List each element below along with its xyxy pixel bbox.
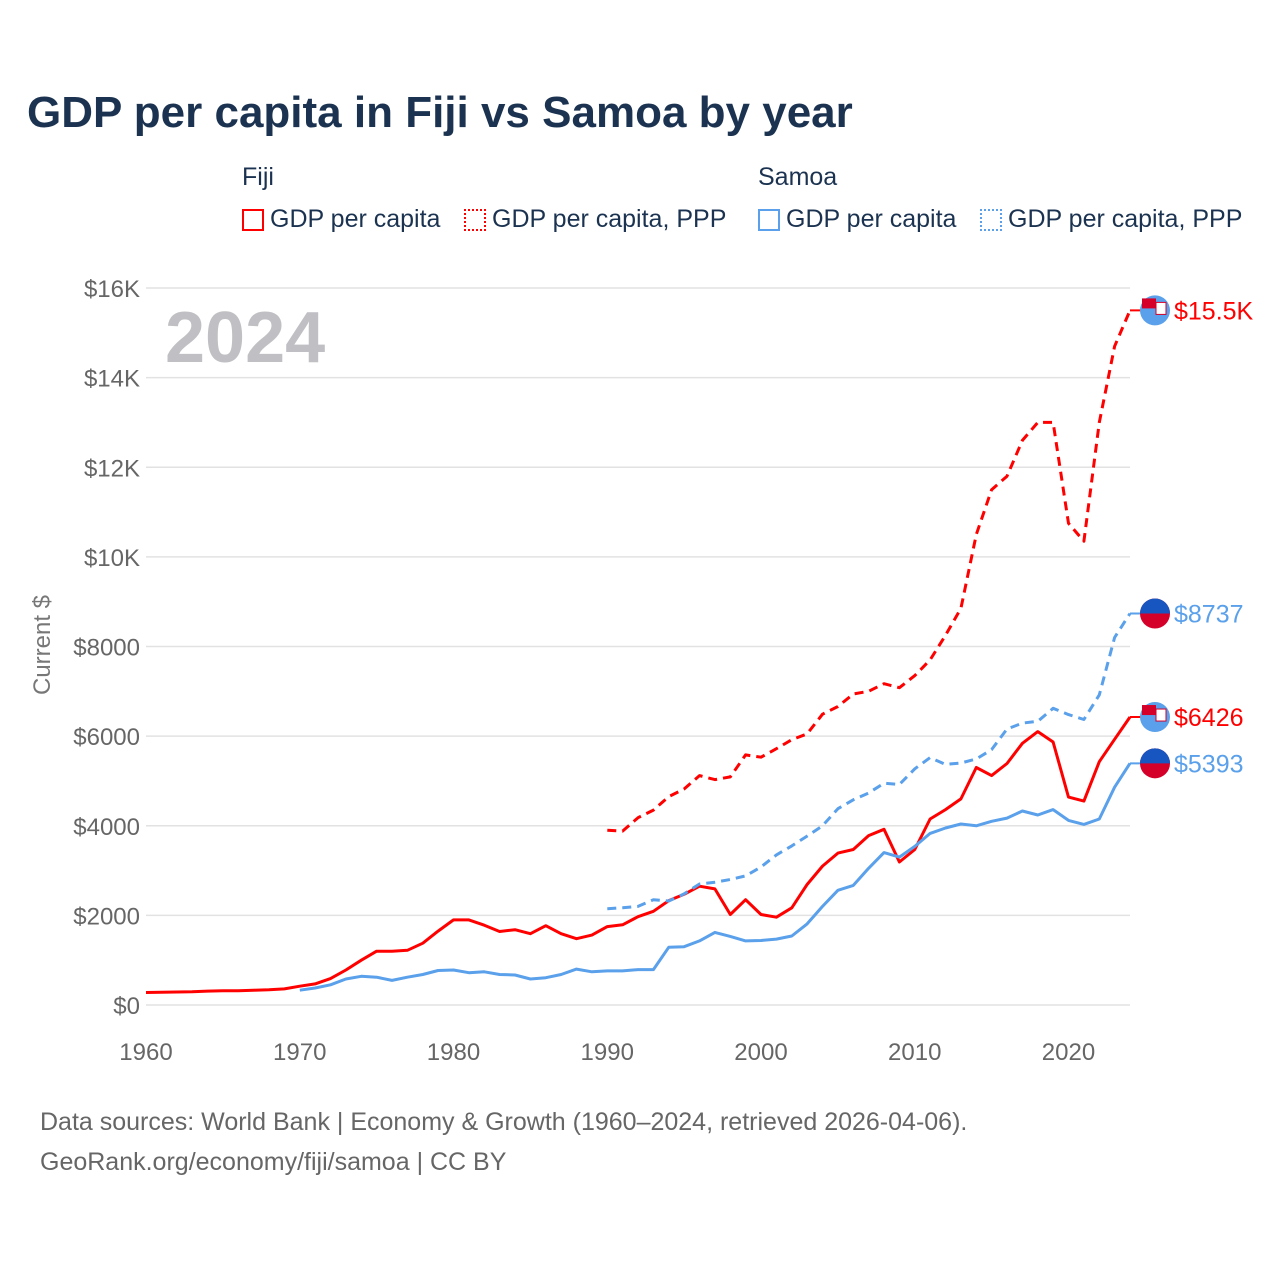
end-value-label: $15.5K — [1174, 297, 1254, 325]
end-value-label: $8737 — [1174, 600, 1244, 628]
y-tick-label: $12K — [84, 455, 140, 482]
x-tick-label: 1970 — [273, 1039, 326, 1066]
legend-fiji-ppp[interactable]: GDP per capita, PPP — [464, 205, 726, 234]
legend-label: GDP per capita — [786, 205, 957, 233]
footer-credit: GeoRank.org/economy/fiji/samoa | CC BY — [40, 1148, 507, 1176]
samoa-flag-icon — [1140, 598, 1170, 629]
x-tick-label: 1960 — [119, 1039, 172, 1066]
y-axis-label: Current $ — [29, 595, 56, 695]
x-tick-label: 2000 — [734, 1039, 787, 1066]
samoa-flag-icon — [1140, 748, 1170, 779]
legend-label: GDP per capita — [270, 205, 441, 233]
x-tick-label: 2010 — [888, 1039, 941, 1066]
legend-samoa-gdp[interactable]: GDP per capita — [758, 205, 956, 234]
legend-swatch — [464, 208, 486, 231]
x-tick-label: 1980 — [427, 1039, 480, 1066]
x-tick-label: 2020 — [1042, 1039, 1095, 1066]
legend-label: GDP per capita, PPP — [492, 205, 727, 233]
series-line-samoa-ppp — [607, 612, 1132, 911]
x-tick-label: 1990 — [581, 1039, 634, 1066]
series-line-fiji-ppp — [607, 309, 1132, 833]
y-tick-label: $2000 — [73, 903, 140, 930]
y-tick-label: $4000 — [73, 814, 140, 841]
end-value-label: $5393 — [1174, 750, 1244, 778]
y-tick-label: $16K — [84, 276, 140, 303]
legend-group-samoa: Samoa — [758, 163, 838, 191]
fiji-flag-icon — [1140, 702, 1170, 733]
y-tick-label: $8000 — [73, 635, 140, 662]
footer-sources: Data sources: World Bank | Economy & Gro… — [40, 1108, 968, 1136]
y-tick-label: $14K — [84, 366, 140, 393]
fiji-flag-icon — [1140, 295, 1170, 326]
legend-samoa-ppp[interactable]: GDP per capita, PPP — [980, 205, 1242, 234]
legend-label: GDP per capita, PPP — [1008, 205, 1243, 233]
y-tick-label: $0 — [113, 993, 140, 1020]
legend-swatch — [758, 208, 780, 231]
series-line-fiji-gdp — [145, 716, 1132, 994]
series-line-samoa-gdp — [299, 762, 1132, 992]
legend-swatch — [242, 208, 264, 231]
chart-title: GDP per capita in Fiji vs Samoa by year — [27, 88, 853, 137]
legend-fiji-gdp[interactable]: GDP per capita — [242, 205, 440, 234]
year-watermark: 2024 — [165, 298, 325, 378]
y-tick-label: $6000 — [73, 724, 140, 751]
end-value-label: $6426 — [1174, 704, 1244, 732]
legend-swatch — [980, 208, 1002, 231]
y-tick-label: $10K — [84, 545, 140, 572]
legend-group-fiji: Fiji — [242, 163, 274, 191]
